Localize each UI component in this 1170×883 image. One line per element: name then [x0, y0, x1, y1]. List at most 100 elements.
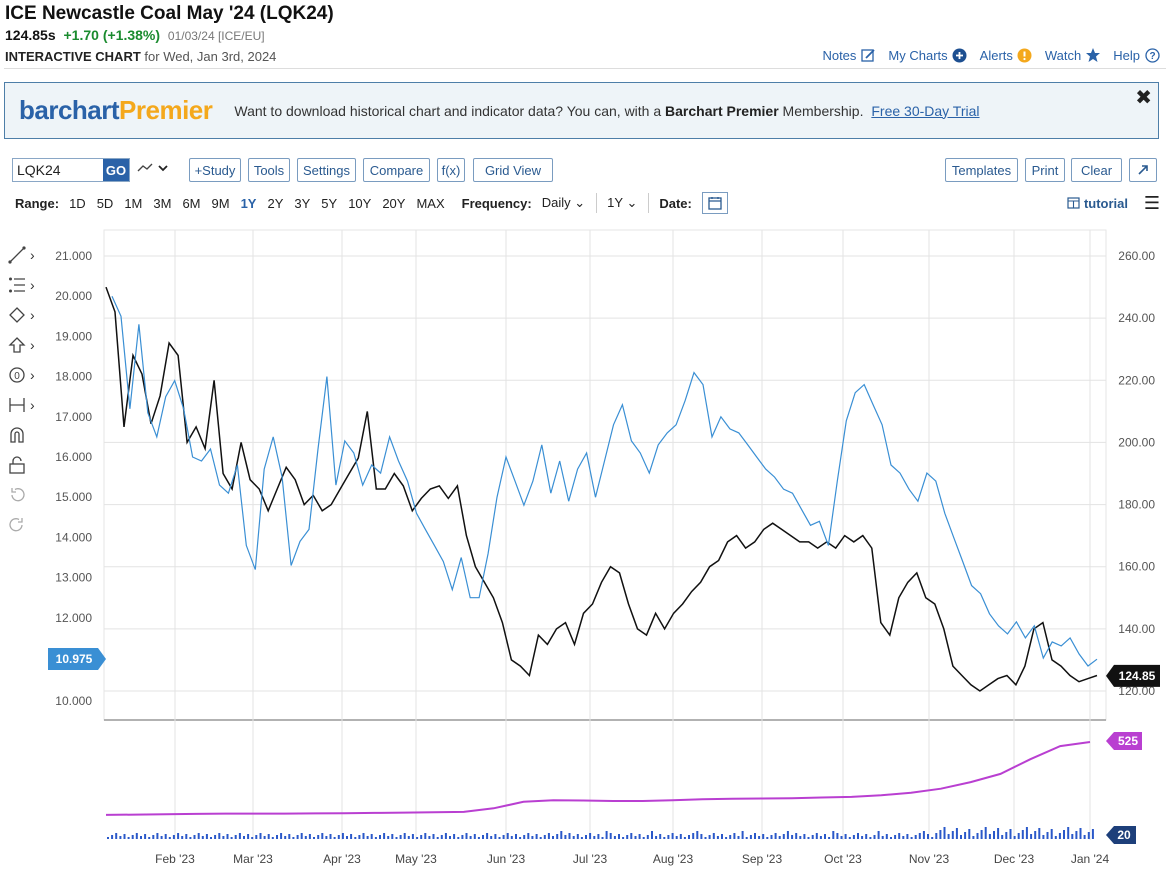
- x-axis-label: Jun '23: [487, 852, 526, 866]
- range-2y[interactable]: 2Y: [267, 195, 284, 211]
- volume-bar: [778, 836, 781, 839]
- study-button[interactable]: +Study: [189, 158, 241, 182]
- volume-bar: [370, 834, 373, 839]
- header-links: Notes My Charts Alerts Watch Help ?: [822, 47, 1160, 63]
- x-axis-label: May '23: [395, 852, 437, 866]
- annotation-tool[interactable]: 0 ›: [8, 360, 46, 390]
- tools-button[interactable]: Tools: [248, 158, 290, 182]
- notes-label: Notes: [822, 47, 857, 63]
- volume-bar: [498, 837, 501, 839]
- volume-bar: [205, 834, 208, 839]
- range-20y[interactable]: 20Y: [382, 195, 406, 211]
- range-3m[interactable]: 3M: [153, 195, 172, 211]
- clear-button[interactable]: Clear: [1071, 158, 1122, 182]
- volume-bar: [193, 835, 196, 839]
- fibonacci-tool[interactable]: ›: [8, 270, 46, 300]
- volume-bar: [955, 828, 958, 839]
- free-trial-link[interactable]: Free 30-Day Trial: [871, 102, 980, 119]
- quote-meta: 01/03/24 [ICE/EU]: [167, 29, 265, 43]
- my-charts-label: My Charts: [888, 47, 948, 63]
- templates-button[interactable]: Templates: [945, 158, 1018, 182]
- range-10y[interactable]: 10Y: [348, 195, 372, 211]
- drawing-tools: › › › › 0 › ›: [8, 240, 46, 540]
- volume-bar: [247, 834, 250, 839]
- range-1d[interactable]: 1D: [69, 195, 86, 211]
- range-3y[interactable]: 3Y: [294, 195, 311, 211]
- expand-button[interactable]: [1129, 158, 1157, 182]
- notes-link[interactable]: Notes: [822, 47, 876, 63]
- volume-bar: [918, 833, 921, 839]
- magnet-tool[interactable]: [8, 420, 46, 450]
- alerts-link[interactable]: Alerts: [980, 47, 1033, 63]
- price-chart[interactable]: Feb '23 Mar '23 Apr '23 May '23 Jun '23 Jul '…: [0, 218, 1170, 883]
- range-6m[interactable]: 6M: [182, 195, 201, 211]
- print-button[interactable]: Print: [1025, 158, 1065, 182]
- settings-button[interactable]: Settings: [297, 158, 356, 182]
- redo-button[interactable]: [8, 510, 46, 540]
- volume-bar: [848, 837, 851, 839]
- measure-tool[interactable]: ›: [8, 390, 46, 420]
- volume-bar: [754, 833, 756, 839]
- chart-subtitle: INTERACTIVE CHART for Wed, Jan 3rd, 2024: [5, 49, 276, 64]
- x-axis-label: Sep '23: [742, 852, 783, 866]
- volume-bar: [1079, 828, 1082, 839]
- trendline-tool[interactable]: ›: [8, 240, 46, 270]
- calendar-button[interactable]: [701, 192, 728, 214]
- tutorial-link[interactable]: tutorial: [1067, 196, 1128, 211]
- frequency-select[interactable]: Daily ⌄: [542, 195, 585, 211]
- volume-bar: [304, 836, 307, 839]
- volume-bar: [547, 833, 550, 839]
- left-axis-label: 15.000: [55, 490, 92, 504]
- volume-bar: [515, 834, 517, 839]
- volume-bar: [931, 837, 934, 839]
- measure-icon: [9, 398, 25, 412]
- range-5y[interactable]: 5Y: [321, 195, 338, 211]
- undo-icon: [11, 488, 25, 502]
- tutorial-icon: [1067, 197, 1080, 209]
- volume-bar: [346, 836, 348, 839]
- arrow-tool[interactable]: ›: [8, 330, 46, 360]
- function-button[interactable]: f(x): [437, 158, 465, 182]
- chart-type-selector[interactable]: [137, 161, 171, 178]
- x-axis-label: Feb '23: [155, 852, 195, 866]
- range-1y[interactable]: 1Y: [240, 195, 257, 211]
- go-button[interactable]: GO: [103, 159, 129, 181]
- volume-bar: [259, 833, 262, 839]
- volume-bar: [960, 835, 962, 839]
- symbol-search: GO: [12, 158, 130, 182]
- range-max[interactable]: MAX: [416, 195, 445, 211]
- volume-bar: [457, 837, 460, 839]
- grid-view-button[interactable]: Grid View: [473, 158, 553, 182]
- volume-bar: [774, 833, 777, 839]
- help-link[interactable]: Help ?: [1113, 47, 1160, 63]
- compare-button[interactable]: Compare: [363, 158, 430, 182]
- open-interest-badge-text: 525: [1118, 734, 1138, 748]
- volume-bar: [646, 835, 649, 839]
- volume-bar: [655, 836, 658, 839]
- volume-bar: [403, 833, 406, 839]
- volume-bar: [852, 835, 855, 839]
- range-5d[interactable]: 5D: [96, 195, 114, 211]
- separator: [596, 193, 598, 213]
- close-icon[interactable]: ✖: [1135, 87, 1152, 109]
- period-select[interactable]: 1Y ⌄: [607, 195, 637, 211]
- right-value-badge: [1106, 664, 1160, 687]
- watch-link[interactable]: Watch: [1045, 47, 1101, 63]
- range-1m[interactable]: 1M: [124, 195, 143, 211]
- volume-bar: [1017, 833, 1020, 839]
- volume-bar: [651, 831, 653, 839]
- volume-bar: [127, 837, 130, 839]
- lock-tool[interactable]: [8, 450, 46, 480]
- volume-bar: [881, 836, 884, 839]
- volume-bar: [564, 835, 567, 839]
- symbol-input[interactable]: [13, 159, 103, 181]
- hamburger-menu-icon[interactable]: ☰: [1143, 192, 1160, 213]
- undo-button[interactable]: [8, 480, 46, 510]
- volume-bar: [626, 835, 629, 839]
- volume-bar: [712, 833, 715, 839]
- volume-bar: [613, 836, 616, 839]
- volume-bar: [1063, 830, 1065, 839]
- range-9m[interactable]: 9M: [211, 195, 230, 211]
- my-charts-link[interactable]: My Charts: [888, 47, 967, 63]
- shape-tool[interactable]: ›: [8, 300, 46, 330]
